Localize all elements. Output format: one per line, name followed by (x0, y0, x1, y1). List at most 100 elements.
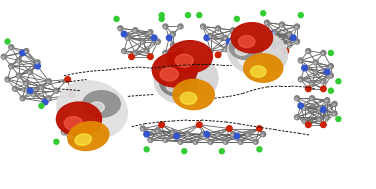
Circle shape (257, 147, 262, 152)
Circle shape (73, 111, 78, 116)
Circle shape (230, 132, 236, 137)
Circle shape (326, 100, 327, 102)
Circle shape (9, 45, 14, 50)
Circle shape (156, 41, 158, 43)
Circle shape (317, 105, 322, 110)
Ellipse shape (238, 36, 255, 48)
Circle shape (328, 88, 334, 93)
Circle shape (273, 45, 274, 47)
Circle shape (294, 96, 300, 101)
Circle shape (10, 66, 11, 68)
Circle shape (272, 30, 277, 35)
Circle shape (332, 101, 337, 106)
Ellipse shape (175, 54, 193, 67)
Circle shape (21, 98, 23, 100)
Circle shape (215, 26, 221, 31)
Circle shape (123, 51, 124, 53)
Circle shape (76, 126, 82, 131)
Circle shape (61, 130, 67, 135)
Circle shape (333, 113, 335, 115)
Circle shape (253, 139, 258, 144)
Ellipse shape (244, 54, 283, 82)
Circle shape (279, 22, 285, 27)
Circle shape (288, 43, 290, 45)
Circle shape (152, 35, 157, 41)
Circle shape (69, 92, 74, 97)
Circle shape (65, 77, 70, 82)
Circle shape (148, 30, 153, 35)
Circle shape (288, 34, 290, 36)
Circle shape (336, 117, 341, 122)
Circle shape (309, 81, 315, 86)
Circle shape (24, 49, 29, 53)
Circle shape (16, 73, 21, 78)
Circle shape (40, 87, 41, 88)
Circle shape (209, 51, 211, 53)
Circle shape (144, 147, 149, 152)
Circle shape (230, 28, 236, 33)
Circle shape (273, 32, 274, 34)
Circle shape (298, 103, 303, 109)
Circle shape (20, 50, 25, 56)
Circle shape (224, 38, 226, 39)
Circle shape (24, 81, 29, 86)
Circle shape (333, 104, 335, 105)
Circle shape (261, 11, 266, 16)
Ellipse shape (160, 67, 178, 81)
Circle shape (294, 115, 300, 120)
Circle shape (171, 34, 173, 36)
Circle shape (25, 83, 26, 85)
Circle shape (324, 115, 330, 120)
Circle shape (298, 58, 303, 63)
Circle shape (62, 132, 64, 134)
Circle shape (296, 117, 297, 119)
Circle shape (170, 43, 176, 48)
Circle shape (170, 130, 176, 135)
Circle shape (283, 48, 288, 54)
Circle shape (155, 128, 161, 133)
Circle shape (321, 86, 326, 92)
Circle shape (298, 77, 303, 82)
Circle shape (5, 39, 10, 44)
Circle shape (9, 64, 14, 69)
Circle shape (309, 96, 315, 101)
Circle shape (298, 13, 303, 18)
Circle shape (2, 57, 4, 58)
Circle shape (232, 134, 233, 136)
Circle shape (80, 122, 85, 127)
Circle shape (155, 39, 161, 44)
Circle shape (55, 91, 56, 92)
Circle shape (163, 137, 168, 142)
Circle shape (202, 26, 203, 28)
Circle shape (178, 49, 183, 53)
Ellipse shape (231, 23, 273, 53)
Circle shape (311, 83, 312, 85)
Circle shape (144, 131, 149, 137)
Circle shape (5, 77, 10, 82)
Circle shape (91, 120, 97, 126)
Circle shape (76, 134, 82, 139)
Circle shape (321, 50, 326, 55)
Circle shape (215, 52, 221, 58)
Circle shape (119, 28, 120, 30)
Circle shape (264, 39, 270, 44)
Circle shape (12, 86, 18, 91)
Ellipse shape (154, 55, 218, 104)
Circle shape (321, 122, 326, 128)
Circle shape (159, 13, 164, 18)
Circle shape (287, 32, 292, 36)
Circle shape (167, 35, 172, 41)
Circle shape (200, 132, 206, 137)
Circle shape (10, 47, 11, 49)
Circle shape (232, 30, 233, 32)
Ellipse shape (167, 41, 212, 73)
Circle shape (311, 98, 312, 100)
Circle shape (234, 16, 240, 21)
Circle shape (262, 134, 263, 136)
Ellipse shape (69, 105, 97, 128)
Circle shape (178, 24, 183, 29)
Circle shape (84, 107, 89, 112)
Circle shape (17, 60, 19, 62)
Circle shape (234, 133, 240, 139)
Circle shape (170, 32, 176, 36)
